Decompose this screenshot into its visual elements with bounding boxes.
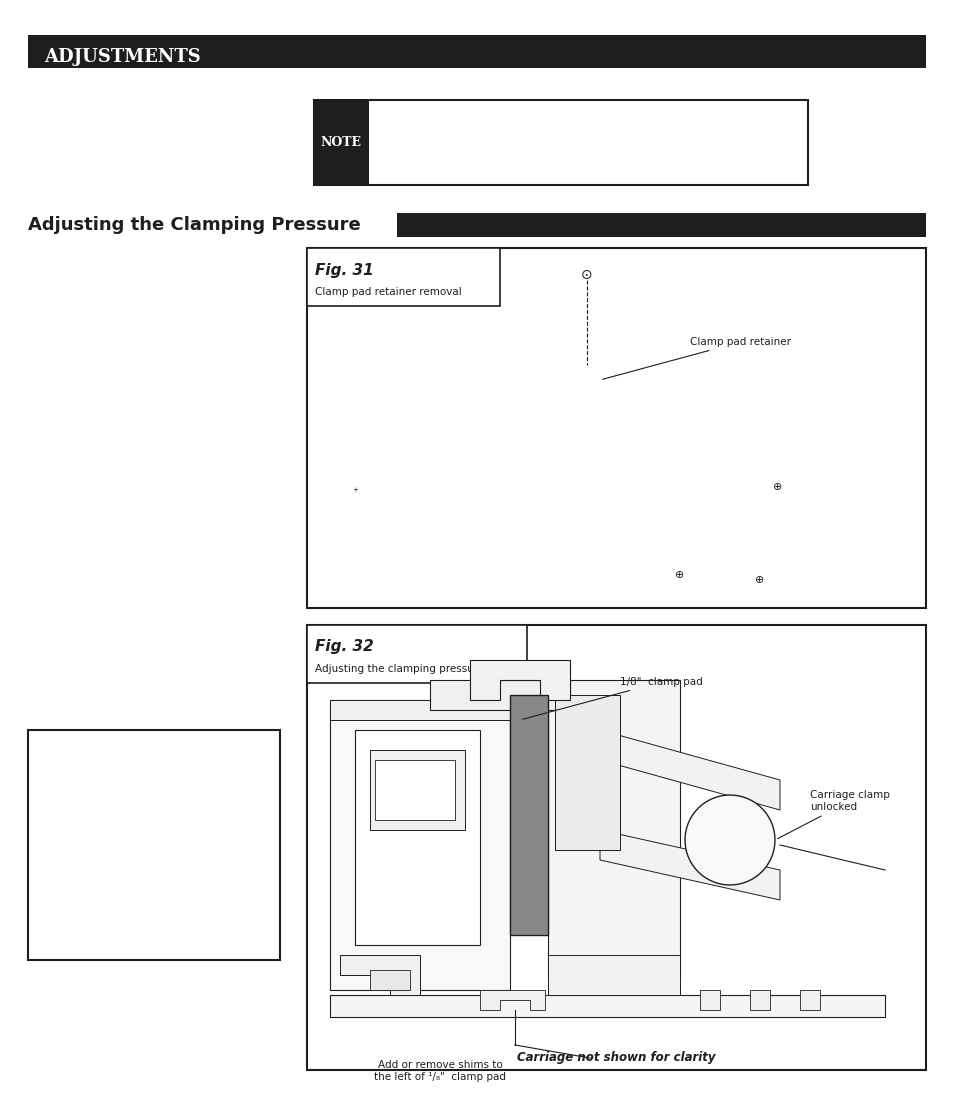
Polygon shape: [430, 680, 569, 710]
Polygon shape: [700, 990, 720, 1010]
Polygon shape: [350, 395, 419, 480]
Polygon shape: [379, 327, 740, 442]
Polygon shape: [599, 730, 780, 810]
Polygon shape: [470, 660, 569, 700]
Polygon shape: [629, 375, 829, 591]
Text: ⊕: ⊕: [773, 482, 781, 492]
Text: Adjusting the clamping pressure: Adjusting the clamping pressure: [314, 664, 484, 674]
Text: ⊕: ⊕: [755, 575, 764, 585]
Polygon shape: [629, 375, 639, 408]
Bar: [330, 995, 884, 1017]
Polygon shape: [749, 990, 769, 1010]
Bar: [314, 100, 807, 185]
Polygon shape: [335, 370, 345, 525]
Polygon shape: [339, 390, 829, 525]
Bar: [370, 750, 464, 830]
Polygon shape: [684, 795, 774, 885]
Polygon shape: [335, 340, 435, 519]
Text: Clamp pad retainer: Clamp pad retainer: [602, 337, 790, 380]
Polygon shape: [330, 700, 510, 720]
Text: ⊙: ⊙: [580, 268, 592, 282]
Bar: [307, 625, 526, 683]
Polygon shape: [555, 695, 619, 850]
Text: ADJUSTMENTS: ADJUSTMENTS: [44, 48, 200, 65]
Text: Adjusting the Clamping Pressure: Adjusting the Clamping Pressure: [28, 216, 360, 234]
Text: Fig. 31: Fig. 31: [314, 262, 374, 278]
Bar: [28, 36, 925, 68]
Bar: [510, 695, 547, 935]
Polygon shape: [339, 490, 359, 535]
Text: NOTE: NOTE: [320, 137, 361, 149]
Text: Carriage clamp
unlocked: Carriage clamp unlocked: [777, 790, 889, 839]
Polygon shape: [330, 700, 510, 990]
Bar: [28, 730, 280, 960]
Polygon shape: [639, 555, 829, 601]
Bar: [375, 760, 455, 820]
Polygon shape: [582, 280, 590, 310]
Bar: [307, 248, 925, 608]
Polygon shape: [639, 555, 649, 588]
Text: 1/8"  clamp pad: 1/8" clamp pad: [522, 677, 702, 719]
Polygon shape: [569, 357, 599, 430]
Bar: [307, 248, 499, 306]
Text: ⊕: ⊕: [675, 571, 684, 581]
Polygon shape: [379, 335, 740, 450]
Polygon shape: [599, 830, 780, 900]
Polygon shape: [547, 680, 679, 980]
Polygon shape: [335, 310, 740, 455]
Text: Add or remove shims to
the left of ¹/₈"  clamp pad: Add or remove shims to the left of ¹/₈" …: [374, 1060, 505, 1081]
Text: Carriage not shown for clarity: Carriage not shown for clarity: [517, 1051, 715, 1064]
Bar: [396, 213, 925, 238]
Bar: [314, 100, 369, 185]
Polygon shape: [370, 970, 410, 990]
Polygon shape: [800, 990, 820, 1010]
Bar: [307, 625, 925, 1070]
Polygon shape: [547, 955, 679, 995]
Text: +: +: [352, 487, 357, 493]
Text: Clamp pad retainer removal: Clamp pad retainer removal: [314, 287, 461, 297]
Bar: [355, 730, 479, 945]
Text: Fig. 32: Fig. 32: [314, 639, 374, 655]
Polygon shape: [339, 955, 419, 995]
Polygon shape: [479, 990, 544, 1010]
Polygon shape: [335, 420, 345, 460]
Polygon shape: [796, 496, 832, 524]
